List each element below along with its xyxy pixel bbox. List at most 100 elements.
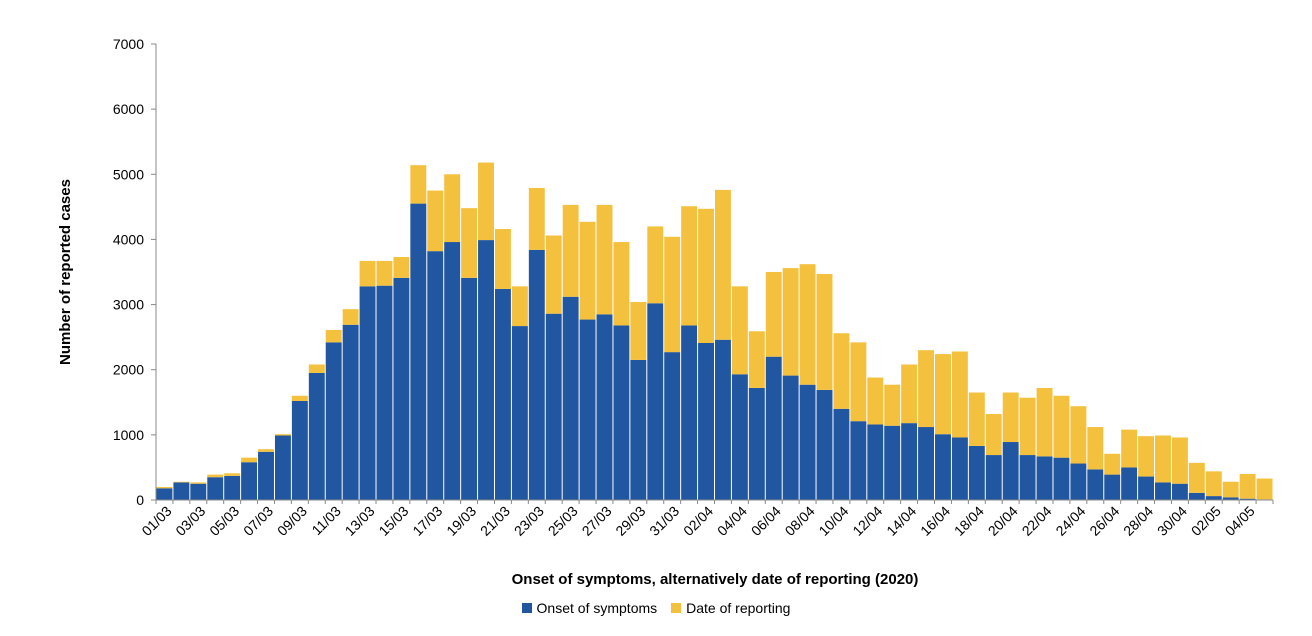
bar-reporting: [207, 474, 224, 478]
bar-onset: [427, 251, 444, 500]
bar-reporting: [613, 242, 630, 326]
bar-onset: [630, 359, 647, 500]
x-tick-label: 04/05: [1222, 503, 1258, 539]
y-tick-label: 4000: [113, 231, 144, 247]
bar-reporting: [596, 204, 613, 315]
legend-swatch-reporting: [671, 603, 682, 613]
bar-onset: [528, 249, 545, 500]
bar-onset: [1104, 474, 1121, 500]
y-tick-label: 5000: [113, 166, 144, 182]
legend: Onset of symptoms Date of reporting: [0, 600, 1312, 616]
bar-reporting: [850, 342, 867, 422]
x-tick-label: 24/04: [1052, 503, 1088, 539]
legend-item-onset: Onset of symptoms: [521, 600, 658, 616]
bar-reporting: [1070, 406, 1087, 464]
bar-reporting: [393, 257, 410, 278]
x-tick-label: 18/04: [951, 503, 987, 539]
bar-onset: [935, 434, 951, 500]
x-tick-label: 15/03: [375, 503, 411, 539]
bar-reporting: [968, 392, 985, 446]
bar-onset: [308, 372, 325, 500]
bar-reporting: [528, 187, 545, 250]
bar-reporting: [1171, 437, 1188, 484]
x-tick-label: 13/03: [342, 503, 378, 539]
bar-reporting: [258, 449, 274, 452]
bar-reporting: [1205, 471, 1222, 497]
x-tick-label: 25/03: [545, 503, 581, 539]
bar-onset: [596, 314, 613, 500]
x-tick-label: 26/04: [1086, 503, 1122, 539]
x-tick-label: 29/03: [612, 503, 648, 539]
bar-onset: [1002, 442, 1019, 500]
x-tick-label: 08/04: [782, 503, 818, 539]
bar-onset: [173, 482, 190, 500]
bar-reporting: [173, 481, 190, 483]
bar-reporting: [1036, 387, 1053, 457]
bar-reporting: [376, 260, 393, 286]
bar-reporting: [1053, 395, 1070, 458]
bar-reporting: [664, 236, 681, 353]
bar-reporting: [884, 384, 901, 426]
bar-onset: [884, 425, 901, 500]
bar-reporting: [681, 206, 698, 326]
x-axis-title: Onset of symptoms, alternatively date of…: [512, 571, 919, 588]
bar-reporting: [241, 457, 258, 463]
bar-onset: [241, 462, 258, 500]
bar-reporting: [274, 434, 291, 436]
bar-onset: [224, 475, 241, 500]
x-axis: 01/0303/0305/0307/0309/0311/0313/0315/03…: [138, 499, 1274, 539]
legend-label-reporting: Date of reporting: [686, 600, 791, 616]
bar-onset: [1155, 482, 1171, 500]
bar-reporting: [647, 226, 664, 304]
bar-reporting: [1188, 462, 1205, 493]
x-tick-label: 02/05: [1188, 503, 1224, 539]
x-tick-label: 21/03: [477, 503, 513, 539]
bar-reporting: [1087, 427, 1104, 470]
y-tick-label: 7000: [113, 36, 144, 52]
x-tick-label: 01/03: [138, 503, 174, 539]
bar-reporting: [833, 333, 850, 409]
bar-reporting: [427, 190, 444, 252]
x-tick-label: 22/04: [1019, 503, 1055, 539]
x-tick-label: 06/04: [748, 503, 784, 539]
bar-reporting: [190, 482, 207, 484]
bar-onset: [444, 242, 461, 500]
bar-reporting: [985, 414, 1002, 456]
bar-onset: [579, 319, 596, 500]
y-tick-label: 0: [136, 492, 144, 508]
bar-reporting: [748, 331, 765, 388]
x-tick-label: 03/03: [172, 503, 208, 539]
bar-onset: [782, 375, 799, 500]
bar-reporting: [816, 273, 833, 390]
bar-onset: [867, 424, 884, 500]
bar-onset: [816, 389, 833, 500]
bar-onset: [1036, 456, 1053, 500]
bar-reporting: [901, 364, 918, 424]
bar-reporting: [918, 350, 935, 428]
bar-reporting: [867, 377, 884, 425]
bar-onset: [258, 451, 274, 500]
y-tick-label: 2000: [113, 362, 144, 378]
bar-onset: [1138, 476, 1155, 500]
bar-onset: [664, 352, 681, 500]
y-tick-label: 1000: [113, 427, 144, 443]
bar-onset: [647, 303, 664, 500]
bar-reporting: [698, 208, 714, 344]
bar-onset: [1070, 463, 1087, 500]
x-tick-label: 19/03: [443, 503, 479, 539]
bar-onset: [1239, 498, 1256, 500]
x-tick-label: 16/04: [917, 503, 953, 539]
bar-reporting: [731, 286, 748, 375]
x-tick-label: 11/03: [308, 503, 344, 539]
bar-reporting: [1138, 436, 1155, 477]
bar-reporting: [1121, 429, 1138, 468]
legend-label-onset: Onset of symptoms: [536, 600, 658, 616]
bar-reporting: [224, 473, 241, 476]
bar-onset: [613, 325, 630, 500]
bar-reporting: [765, 272, 782, 357]
x-tick-label: 09/03: [274, 503, 310, 539]
x-tick-label: 07/03: [240, 503, 276, 539]
bar-reporting: [291, 395, 308, 401]
bar-onset: [342, 324, 359, 500]
bar-onset: [968, 445, 985, 500]
